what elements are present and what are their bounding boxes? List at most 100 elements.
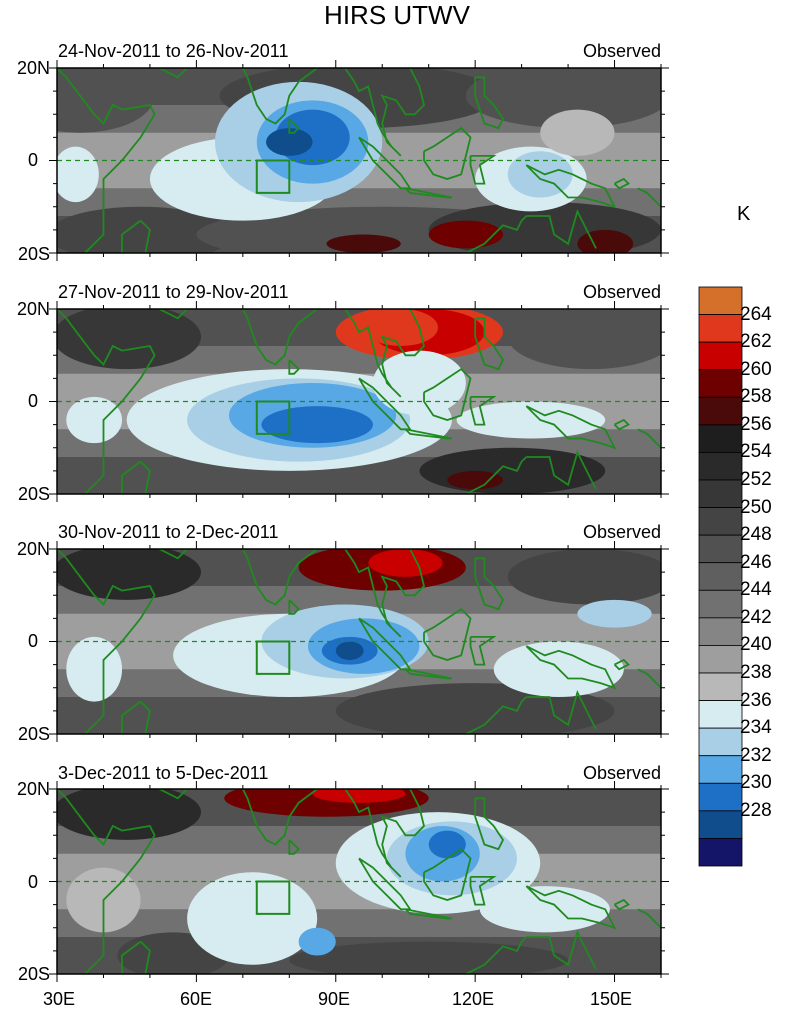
colorbar-label: 240 bbox=[740, 634, 772, 656]
lon-label-60e: 60E bbox=[179, 989, 213, 1009]
figure-title: HIRS UTWV bbox=[324, 0, 470, 30]
panel-3-coastline bbox=[57, 549, 156, 734]
panel-2-contour-region bbox=[507, 309, 661, 370]
panel-1-coastline bbox=[526, 208, 597, 249]
colorbar-box bbox=[698, 782, 743, 812]
panel-1-coastline bbox=[423, 126, 472, 180]
colorbar-box bbox=[698, 810, 743, 839]
colorbar-label: 242 bbox=[740, 606, 772, 628]
panel-3-coastline bbox=[525, 645, 617, 690]
panel-1-contour-region bbox=[507, 151, 573, 198]
panel-3-coastline bbox=[423, 607, 472, 661]
panel-3-field bbox=[57, 549, 661, 734]
panel-3-source: Observed bbox=[582, 522, 661, 542]
panel-4-coastline bbox=[637, 908, 661, 929]
panel-1-lat-20s: 20S bbox=[17, 244, 50, 264]
panel-4-coastline bbox=[526, 929, 597, 970]
colorbar-box bbox=[698, 589, 743, 619]
panel-4-coastline bbox=[423, 847, 472, 901]
panel-1-coastline bbox=[343, 68, 425, 157]
lon-label-30e: 30E bbox=[42, 989, 76, 1009]
colorbar-box bbox=[698, 727, 743, 757]
panel-4-lat-0: 0 bbox=[27, 872, 38, 892]
panel-4-coastline bbox=[469, 876, 497, 906]
panel-4-coastline bbox=[241, 789, 318, 846]
panel-1-coastline bbox=[613, 177, 631, 190]
panel-1-lat-20n: 20N bbox=[16, 58, 50, 78]
panel-4-lat-20s: 20S bbox=[17, 964, 50, 984]
panel-1-contour-region bbox=[326, 234, 401, 253]
panel-1-coastline bbox=[158, 68, 188, 79]
panel-1-coastline bbox=[525, 164, 617, 209]
panel-4-coastline bbox=[343, 789, 425, 878]
panel-1-contour-region bbox=[428, 220, 504, 249]
panel-3-contour-region bbox=[66, 636, 123, 702]
colorbar-label: 264 bbox=[740, 303, 772, 325]
panel-3-coastline bbox=[158, 549, 188, 560]
colorbar-label: 246 bbox=[740, 551, 772, 573]
panel-4-coastline bbox=[121, 940, 151, 974]
panel-3-coastline bbox=[465, 696, 527, 734]
lon-label-90e: 90E bbox=[317, 989, 351, 1009]
colorbar bbox=[698, 286, 743, 867]
panel-2-lat-0: 0 bbox=[27, 391, 38, 411]
panel-2-contour-region bbox=[66, 396, 123, 444]
colorbar-box bbox=[698, 424, 743, 453]
panel-1-contour-region bbox=[577, 229, 634, 253]
panel-3-lat-20s: 20S bbox=[17, 724, 50, 744]
colorbar-label: 236 bbox=[740, 689, 772, 711]
panel-3-contour-region bbox=[368, 549, 443, 577]
panel-1-coastline bbox=[404, 187, 453, 199]
panel-4-period: 3-Dec-2011 to 5-Dec-2011 bbox=[58, 763, 269, 783]
panel-2-lat-20s: 20S bbox=[17, 484, 50, 504]
colorbar-label: 252 bbox=[740, 469, 772, 490]
panel-3-coastline bbox=[474, 557, 505, 611]
colorbar-box bbox=[698, 369, 743, 398]
panel-1-coastline bbox=[57, 68, 156, 253]
panel-3-coastline bbox=[343, 549, 425, 638]
colorbar-box bbox=[698, 341, 743, 371]
colorbar-box bbox=[698, 562, 743, 591]
panel-3-lat-20n: 20N bbox=[16, 539, 50, 559]
colorbar-box bbox=[698, 314, 743, 343]
panel-3-coastline bbox=[637, 668, 661, 689]
map-panel-3 bbox=[49, 541, 669, 742]
panel-2-contour-region bbox=[261, 406, 373, 444]
panel-4-coastline bbox=[288, 839, 300, 855]
panel-2-coastline bbox=[404, 428, 453, 440]
panel-1-period: 24-Nov-2011 to 26-Nov-2011 bbox=[58, 41, 289, 61]
panel-4-coastline bbox=[158, 789, 188, 800]
panel-3-region-box bbox=[255, 640, 291, 675]
panel-4-field bbox=[57, 789, 661, 974]
colorbar-box bbox=[698, 700, 743, 729]
panel-1-contour-region bbox=[465, 68, 661, 129]
panel-4-coastline bbox=[525, 885, 617, 930]
panel-1-coastline bbox=[637, 187, 661, 208]
panel-2-contour-region bbox=[363, 309, 438, 346]
colorbar-box bbox=[698, 479, 743, 508]
panel-2-period: 27-Nov-2011 to 29-Nov-2011 bbox=[58, 282, 289, 302]
colorbar-box bbox=[698, 645, 743, 674]
panel-1-contour-region bbox=[540, 109, 615, 156]
colorbar-label: 260 bbox=[740, 358, 772, 380]
panel-1-coastline bbox=[465, 215, 527, 253]
colorbar-label: 258 bbox=[740, 386, 772, 408]
unit-label: K bbox=[737, 203, 751, 225]
panel-2-contour-region bbox=[447, 470, 504, 490]
colorbar-box bbox=[698, 617, 743, 646]
panel-1-source: Observed bbox=[582, 41, 661, 61]
lon-label-150e: 150E bbox=[589, 989, 633, 1009]
panel-3-coastline bbox=[613, 658, 631, 671]
colorbar-label: 230 bbox=[740, 772, 772, 794]
panel-4-coastline bbox=[404, 908, 453, 920]
colorbar-label: 234 bbox=[740, 717, 772, 739]
panel-4-contour-region bbox=[479, 886, 610, 933]
panel-1-contour-region bbox=[57, 68, 155, 133]
panel-4-coastline bbox=[57, 789, 156, 974]
panel-4-contour-region bbox=[57, 789, 202, 840]
panel-4-contour-region bbox=[428, 830, 466, 859]
panel-1-field bbox=[57, 68, 661, 253]
map-panel-1 bbox=[49, 60, 669, 261]
